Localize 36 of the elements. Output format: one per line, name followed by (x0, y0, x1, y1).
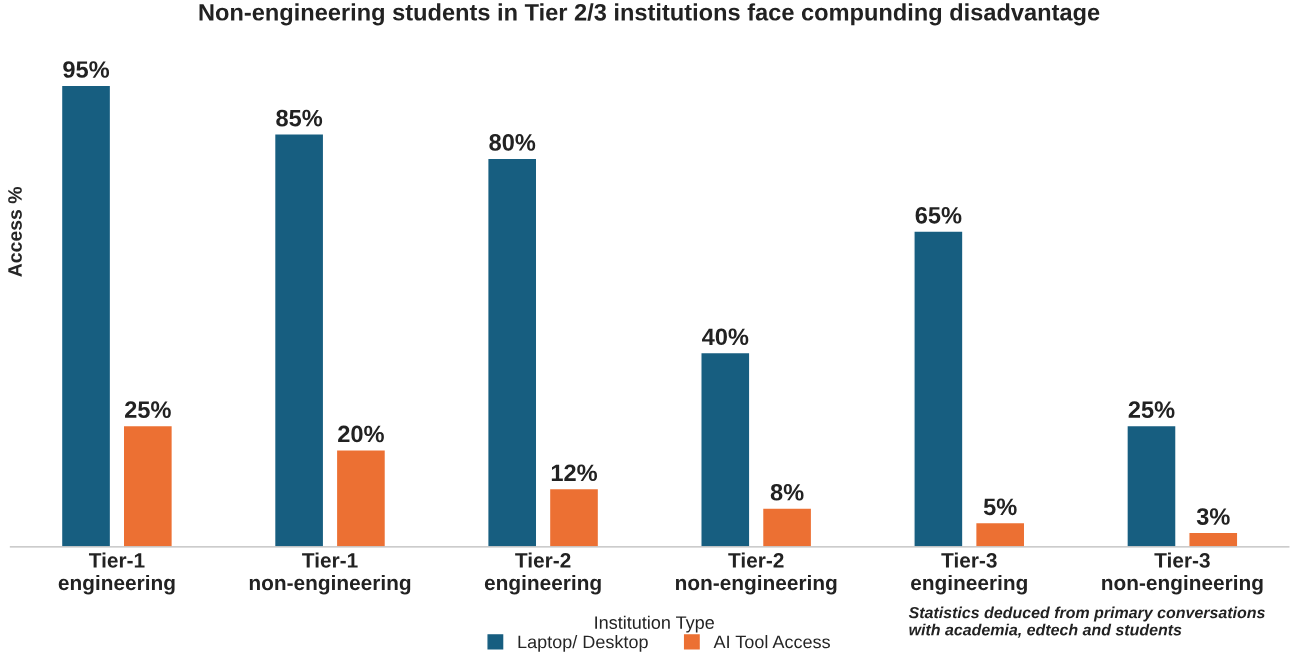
data-label: 95% (63, 61, 110, 78)
x-tick-label: Tier-3 engineering (911, 552, 1027, 595)
bar (761, 507, 813, 547)
bar (487, 157, 538, 547)
legend-label: Laptop/ Desktop (518, 635, 648, 652)
data-label: 3% (1196, 508, 1230, 525)
legend-label: AI Tool Access (713, 635, 830, 649)
chart-title: Non-engineering students in Tier 2/3 institutions face compunding disadvantage (199, 3, 1100, 26)
bar (1188, 531, 1239, 547)
bar (913, 230, 964, 547)
data-label: 85% (276, 109, 323, 127)
data-label: 80% (489, 134, 536, 151)
bar (700, 351, 751, 547)
data-label: 12% (551, 464, 598, 482)
bar (335, 449, 387, 547)
bar (273, 133, 325, 547)
x-axis-title: Institution Type (595, 615, 714, 633)
data-label: 5% (983, 498, 1017, 516)
data-label: 40% (702, 328, 749, 346)
bar (122, 424, 174, 547)
x-tick-label: Tier-1 non-engineering (249, 552, 411, 595)
text: Statistics deduced from primary conversations with academia, edtech and students (908, 606, 1265, 638)
x-tick-label: Tier-1 engineering (58, 552, 175, 595)
bar (548, 487, 600, 547)
x-tick-label: Tier-2 engineering (484, 552, 601, 595)
data-label: 20% (338, 425, 384, 443)
data-label: 65% (915, 206, 962, 224)
bar (60, 84, 112, 547)
bar (974, 521, 1026, 547)
data-label: 8% (770, 483, 804, 501)
data-label: 25% (125, 401, 171, 418)
data-label: 25% (1128, 401, 1175, 418)
x-tick-label: Tier-3 non-engineering (1102, 552, 1263, 595)
x-tick-label: Tier-2 non-engineering (675, 552, 837, 595)
bar (1126, 424, 1177, 547)
y-axis-title: Access % (8, 186, 22, 277)
